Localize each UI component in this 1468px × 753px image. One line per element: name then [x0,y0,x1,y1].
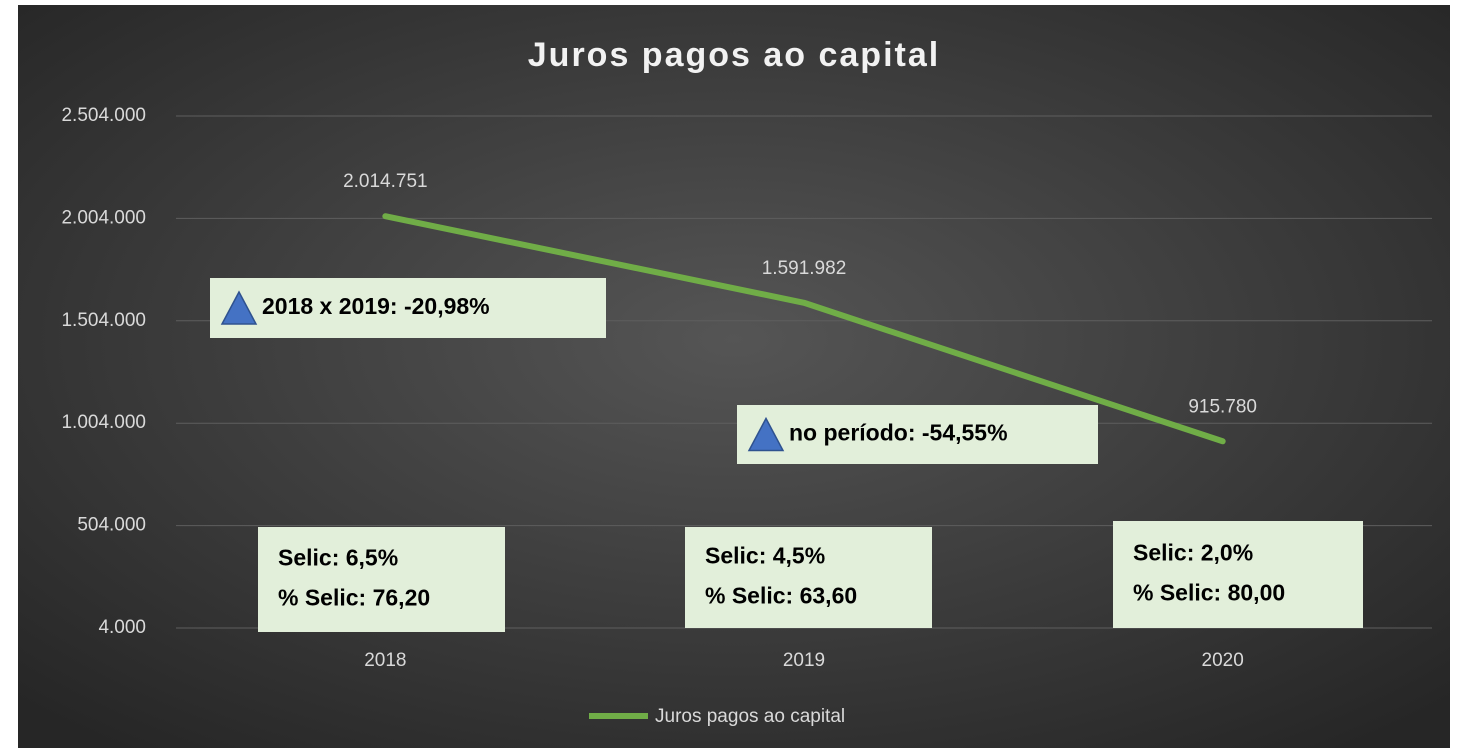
annotation-box [258,527,505,632]
y-tick-label: 1.004.000 [61,412,146,433]
annotation-text: % Selic: 63,60 [705,583,857,609]
annotation-text: % Selic: 80,00 [1133,580,1285,606]
legend-label: Juros pagos ao capital [655,706,845,727]
chart-title: Juros pagos ao capital [528,36,940,74]
annotation-text: 2018 x 2019: -20,98% [262,293,490,319]
data-label: 1.591.982 [762,258,847,279]
annotation-text: % Selic: 76,20 [278,585,430,611]
annotation-text: Selic: 2,0% [1133,540,1253,566]
data-line [382,213,1226,445]
data-label: 915.780 [1188,396,1257,417]
x-tick-label: 2019 [783,650,825,671]
triangle-icon [220,290,258,325]
annotation-box [1113,521,1363,628]
annotation-box [685,527,932,628]
y-tick-label: 4.000 [98,617,146,638]
annotation-text: no período: -54,55% [789,420,1008,446]
triangle-icon [747,416,785,452]
annotation-box [737,405,1098,464]
annotation-box [210,278,606,338]
annotation-text: Selic: 6,5% [278,545,398,571]
y-tick-label: 504.000 [77,515,146,536]
y-tick-label: 1.504.000 [61,310,146,331]
x-tick-label: 2018 [364,650,406,671]
x-tick-label: 2020 [1202,650,1244,671]
y-tick-label: 2.004.000 [61,207,146,228]
y-tick-label: 2.504.000 [61,105,146,126]
annotation-text: Selic: 4,5% [705,543,825,569]
data-label: 2.014.751 [343,171,428,192]
